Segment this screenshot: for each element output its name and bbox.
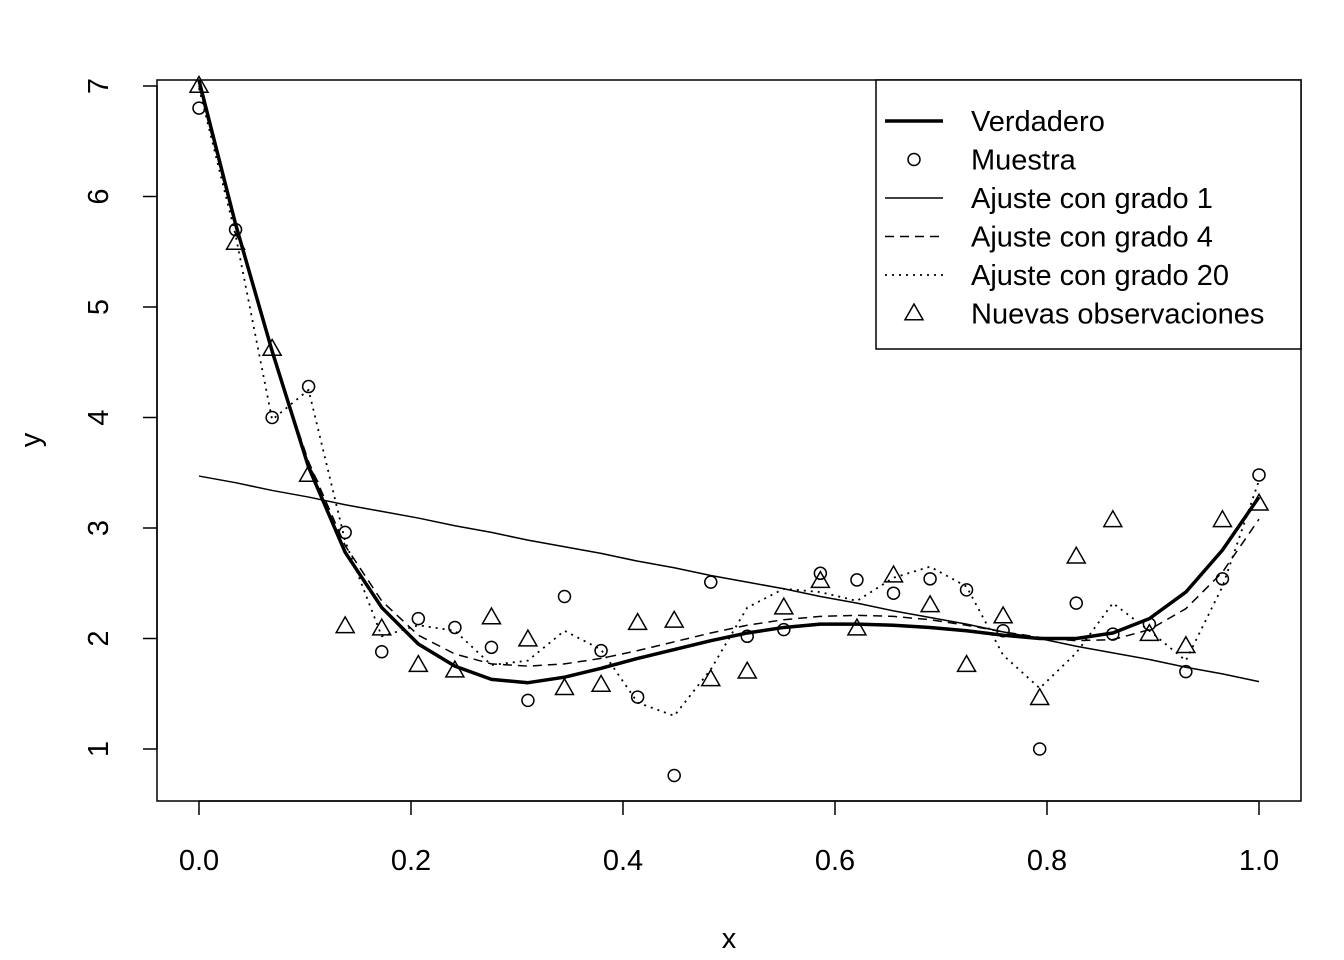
- series-layer: [188, 75, 1270, 783]
- y-tick-label: 1: [83, 741, 115, 757]
- axes: 0.0 0.2 0.4 0.6 0.8 1.0 1 2 3 4 5 6 7: [83, 78, 1279, 877]
- legend-circle-key: [907, 152, 921, 167]
- new-observation-point: [919, 594, 941, 613]
- sample-point: [850, 573, 864, 587]
- legend-label: Nuevas observaciones: [971, 299, 1264, 331]
- y-tick-label: 7: [83, 78, 115, 94]
- sample-point: [667, 768, 681, 783]
- series-ajuste-con-grado-20: [198, 87, 1260, 717]
- new-observation-point: [700, 668, 722, 687]
- new-observation-point: [408, 654, 429, 673]
- y-tick-label: 6: [83, 188, 115, 204]
- legend-item: Ajuste con grado 20: [885, 260, 1229, 292]
- new-observation-point: [1029, 687, 1050, 706]
- x-tick-label: 0.6: [815, 845, 855, 877]
- x-tick-label: 0.2: [391, 845, 431, 877]
- sample-point: [1069, 596, 1084, 610]
- sample-point: [411, 611, 426, 626]
- series-line: [197, 80, 1261, 685]
- new-observation-point: [1065, 545, 1087, 564]
- sample-point: [777, 622, 791, 637]
- new-observation-point: [188, 75, 210, 94]
- new-observation-point: [1139, 623, 1160, 642]
- sample-point: [374, 645, 389, 659]
- sample-point: [886, 586, 901, 600]
- new-observation-point: [846, 617, 868, 636]
- x-tick-label: 0.0: [179, 845, 219, 877]
- new-observation-point: [554, 677, 575, 696]
- series-line: [198, 87, 1260, 717]
- new-observation-point: [225, 231, 246, 250]
- sample-point: [594, 643, 608, 658]
- legend-label: Verdadero: [971, 106, 1105, 138]
- sample-point: [228, 222, 243, 237]
- y-tick-label: 2: [83, 630, 115, 646]
- x-tick-label: 0.4: [603, 845, 643, 877]
- y-tick-label: 5: [83, 299, 115, 315]
- new-observation-point: [481, 606, 502, 625]
- legend-triangle-key: [903, 302, 925, 321]
- sample-point: [448, 620, 462, 635]
- x-tick-label: 0.8: [1027, 845, 1067, 877]
- new-observation-point: [298, 463, 319, 483]
- sample-point: [923, 572, 937, 586]
- new-observation-point: [261, 338, 283, 357]
- series-muestra: [192, 101, 1266, 783]
- new-observation-point: [810, 570, 831, 589]
- legend-item: Verdadero: [885, 106, 1105, 138]
- y-tick-label: 3: [83, 520, 115, 536]
- legend-label: Ajuste con grado 20: [971, 260, 1229, 292]
- new-observation-point: [371, 617, 393, 636]
- sample-point: [740, 629, 754, 644]
- series-ajuste-con-grado-1: [198, 475, 1260, 683]
- legend-label: Ajuste con grado 4: [971, 222, 1213, 254]
- new-observation-point: [444, 659, 466, 678]
- sample-point: [704, 575, 718, 589]
- y-axis-title: y: [15, 432, 47, 447]
- new-observation-point: [1175, 635, 1197, 654]
- new-observation-point: [1102, 509, 1124, 528]
- x-axis-title: x: [722, 923, 737, 955]
- sample-point: [484, 640, 499, 655]
- new-observation-point: [627, 612, 648, 631]
- new-observation-point: [1248, 492, 1270, 511]
- sample-point: [813, 566, 828, 581]
- series-line: [198, 475, 1260, 683]
- sample-point: [557, 589, 572, 604]
- sample-point: [1032, 742, 1047, 756]
- sample-point: [265, 410, 279, 425]
- new-observation-point: [517, 628, 539, 647]
- new-observation-point: [590, 673, 612, 692]
- sample-point: [301, 379, 316, 394]
- new-observation-point: [736, 660, 758, 679]
- legend-item: Nuevas observaciones: [903, 299, 1264, 331]
- sample-point: [1215, 572, 1230, 586]
- new-observation-point: [663, 609, 685, 628]
- new-observation-point: [334, 615, 356, 634]
- y-tick-label: 4: [83, 409, 115, 425]
- legend-item: Muestra: [907, 145, 1077, 177]
- legend-label: Muestra: [971, 145, 1077, 177]
- series-verdadero: [197, 80, 1261, 685]
- new-observation-point: [956, 654, 977, 673]
- x-tick-label: 1.0: [1239, 845, 1279, 877]
- sample-point: [959, 583, 974, 597]
- series-ajuste-con-grado-4: [198, 85, 1260, 667]
- legend-box: [875, 79, 1302, 350]
- sample-point: [1252, 468, 1266, 482]
- new-observation-point: [992, 605, 1014, 624]
- sample-point: [521, 693, 535, 708]
- new-observation-point: [773, 596, 795, 615]
- legend-item: Ajuste con grado 4: [885, 222, 1213, 254]
- legend-label: Ajuste con grado 1: [971, 183, 1213, 215]
- series-line: [198, 85, 1260, 667]
- new-observation-point: [883, 564, 904, 583]
- legend-item: Ajuste con grado 1: [885, 183, 1213, 215]
- series-nuevas-observaciones: [188, 75, 1270, 706]
- new-observation-point: [1212, 509, 1233, 528]
- legend: Verdadero Muestra Ajuste con grado 1 Ajuste…: [875, 79, 1302, 350]
- sample-point: [1179, 664, 1193, 679]
